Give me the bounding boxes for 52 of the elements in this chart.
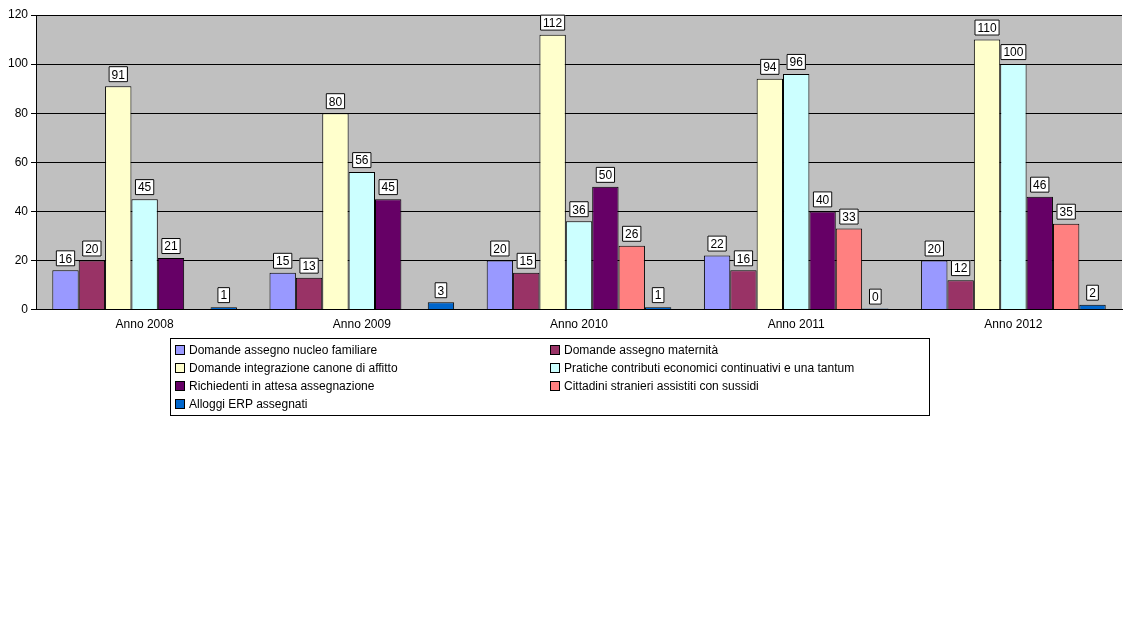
data-label: 13 bbox=[302, 259, 317, 273]
data-label: 20 bbox=[493, 241, 507, 256]
x-tick-label: Anno 2012 bbox=[984, 317, 1043, 332]
data-label: 91 bbox=[111, 67, 126, 82]
y-tick-label: 40 bbox=[14, 203, 29, 218]
y-tick-label: 80 bbox=[14, 105, 29, 120]
data-label: 96 bbox=[789, 55, 804, 70]
data-label: 26 bbox=[625, 227, 639, 242]
data-label: 16 bbox=[58, 251, 73, 266]
data-label: 0 bbox=[871, 289, 879, 304]
legend-label: Richiedenti in attesa assegnazione bbox=[189, 379, 375, 393]
data-label: 1 bbox=[220, 288, 228, 303]
legend-label: Domande assegno nucleo familiare bbox=[189, 343, 378, 357]
y-tick-label: 20 bbox=[14, 252, 29, 267]
legend-label: Domande assegno maternità bbox=[564, 343, 719, 357]
legend-label: Cittadini stranieri assistiti con sussidi bbox=[564, 379, 759, 393]
data-label: 45 bbox=[137, 180, 152, 195]
x-tick-label: Anno 2010 bbox=[549, 317, 609, 332]
data-label: 3 bbox=[437, 283, 445, 298]
y-tick-label: 100 bbox=[7, 56, 29, 71]
data-label: 20 bbox=[85, 241, 99, 256]
data-label: 45 bbox=[381, 180, 396, 195]
y-tick-label: 60 bbox=[14, 154, 29, 169]
data-label: 2 bbox=[1089, 286, 1097, 300]
data-label: 56 bbox=[355, 153, 369, 168]
data-label: 15 bbox=[519, 254, 534, 269]
y-tick-label: 120 bbox=[7, 7, 29, 22]
data-label: 94 bbox=[763, 60, 777, 75]
y-tick-label: 0 bbox=[21, 301, 29, 316]
legend-label: Pratiche contributi economici continuativi e una tantum bbox=[564, 361, 855, 375]
data-label: 33 bbox=[842, 209, 856, 224]
data-label: 46 bbox=[1033, 177, 1047, 192]
data-label: 35 bbox=[1059, 204, 1074, 219]
data-label: 36 bbox=[572, 202, 586, 217]
legend-label: Domande integrazione canone di affitto bbox=[189, 361, 398, 375]
x-tick-label: Anno 2009 bbox=[332, 317, 392, 332]
data-label: 20 bbox=[927, 241, 942, 256]
x-tick-label: Anno 2008 bbox=[115, 317, 174, 332]
data-label: 110 bbox=[977, 20, 997, 35]
data-label: 100 bbox=[1003, 45, 1024, 60]
data-label: 12 bbox=[953, 261, 968, 276]
data-label: 112 bbox=[543, 15, 563, 30]
data-label: 22 bbox=[710, 236, 725, 251]
data-label: 21 bbox=[164, 239, 178, 254]
data-label: 16 bbox=[736, 251, 751, 266]
data-label: 80 bbox=[328, 94, 343, 109]
data-label: 40 bbox=[815, 192, 830, 207]
data-label: 50 bbox=[598, 168, 613, 183]
data-label: 15 bbox=[276, 254, 290, 269]
data-label: 1 bbox=[654, 288, 662, 303]
legend-label: Alloggi ERP assegnati bbox=[189, 397, 308, 411]
x-tick-label: Anno 2011 bbox=[767, 317, 826, 332]
